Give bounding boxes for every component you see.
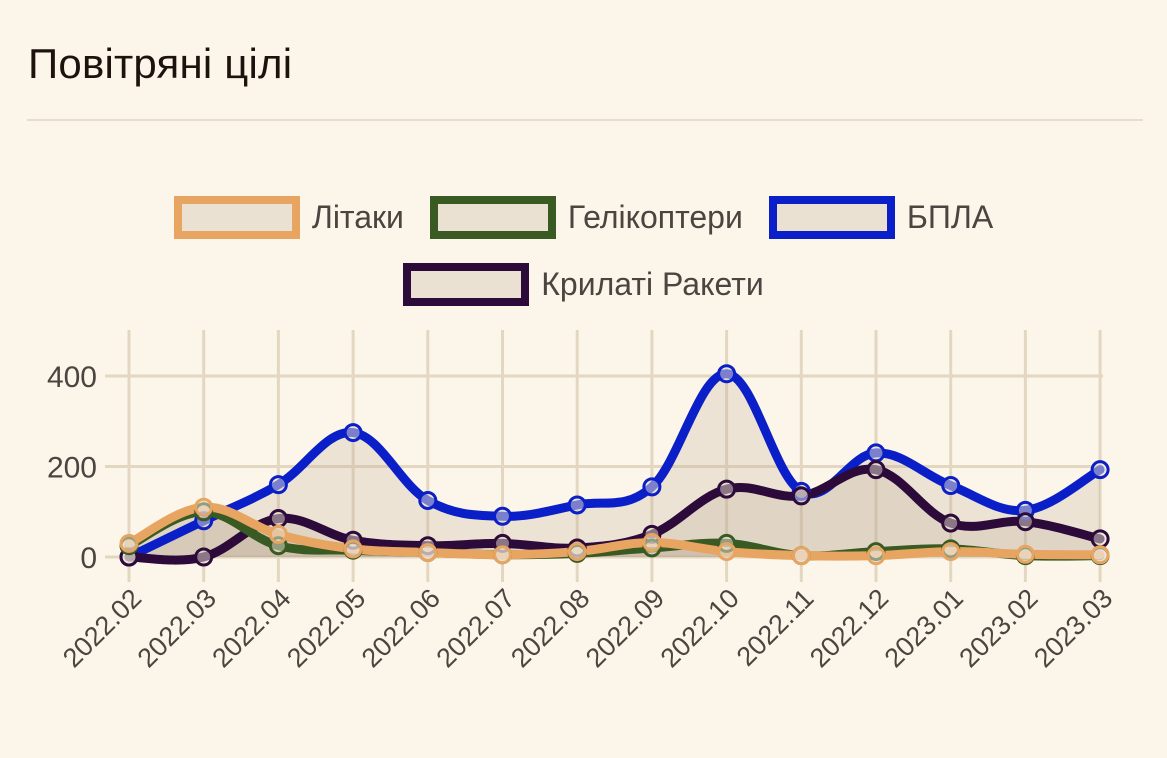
data-point-planes[interactable]: [941, 542, 961, 562]
title-divider: [27, 119, 1143, 121]
x-tick-label: 2022.08: [505, 583, 595, 673]
line-drones: [124, 369, 1105, 562]
x-tick-label: 2023.01: [879, 583, 969, 673]
y-tick-label: 200: [47, 452, 97, 485]
x-tick-label: 2022.04: [206, 583, 296, 673]
data-point-drones[interactable]: [642, 477, 662, 497]
x-axis: 2022.022022.032022.042022.052022.062022.…: [57, 583, 1118, 673]
legend-item-helicopters[interactable]: Гелікоптери: [429, 195, 743, 239]
data-point-drones[interactable]: [941, 476, 961, 496]
data-point-cruise-missiles[interactable]: [268, 509, 288, 529]
legend-item-cruise-missiles[interactable]: Крилаті Ракети: [403, 262, 764, 306]
y-axis: 0 200 400: [47, 361, 97, 575]
data-point-drones[interactable]: [493, 506, 512, 526]
legend-item-drones[interactable]: БПЛА: [768, 195, 994, 239]
x-tick-label: 2022.07: [431, 583, 521, 673]
x-tick-label: 2022.09: [580, 583, 670, 673]
data-point-drones[interactable]: [418, 490, 438, 510]
legend-label-drones: БПЛА: [906, 198, 994, 235]
data-point-planes[interactable]: [642, 533, 662, 553]
x-tick-label: 2022.02: [57, 583, 147, 673]
legend-label-cruise-missiles: Крилаті Ракети: [541, 265, 764, 302]
data-point-cruise-missiles[interactable]: [194, 547, 214, 567]
chart-legend: Літаки Гелікоптери БПЛА Крилаті Ракети: [0, 190, 1167, 324]
data-point-planes[interactable]: [717, 542, 737, 562]
x-tick-label: 2023.03: [1028, 583, 1118, 673]
data-point-drones[interactable]: [567, 495, 587, 515]
data-point-cruise-missiles[interactable]: [1090, 529, 1110, 549]
chart-points: [119, 364, 1110, 567]
legend-label-helicopters: Гелікоптери: [567, 198, 743, 235]
data-point-planes[interactable]: [866, 546, 886, 566]
data-point-drones[interactable]: [866, 443, 886, 463]
data-point-drones[interactable]: [717, 364, 737, 384]
data-point-drones[interactable]: [1090, 460, 1110, 480]
data-point-cruise-missiles[interactable]: [941, 513, 961, 533]
legend-swatch-drones: [768, 195, 895, 239]
data-point-planes[interactable]: [567, 542, 587, 562]
x-tick-label: 2022.11: [731, 583, 820, 672]
x-tick-label: 2022.05: [281, 583, 371, 673]
x-tick-label: 2022.06: [356, 583, 446, 673]
y-tick-label: 0: [80, 542, 97, 575]
data-point-planes[interactable]: [1015, 544, 1035, 564]
data-point-planes[interactable]: [194, 497, 214, 517]
legend-swatch-cruise-missiles: [403, 262, 530, 306]
data-point-drones[interactable]: [268, 475, 288, 495]
data-point-drones[interactable]: [343, 423, 363, 443]
legend-swatch-planes: [173, 195, 300, 239]
y-tick-label: 400: [47, 361, 97, 394]
data-point-planes[interactable]: [1090, 545, 1110, 565]
data-point-cruise-missiles[interactable]: [866, 460, 886, 480]
area-helicopters: [129, 511, 1101, 557]
legend-label-planes: Літаки: [311, 198, 404, 235]
page-title: Повітряні цілі: [28, 40, 293, 87]
x-tick-label: 2022.12: [804, 583, 894, 673]
data-point-cruise-missiles[interactable]: [1015, 512, 1035, 532]
x-tick-label: 2022.10: [655, 583, 745, 673]
data-point-planes[interactable]: [418, 542, 438, 562]
data-point-cruise-missiles[interactable]: [717, 479, 737, 499]
x-tick-label: 2023.02: [953, 583, 1043, 673]
legend-item-planes[interactable]: Літаки: [173, 195, 404, 239]
data-point-cruise-missiles[interactable]: [791, 486, 811, 506]
data-point-planes[interactable]: [268, 524, 288, 544]
data-point-planes[interactable]: [493, 545, 512, 565]
data-point-planes[interactable]: [343, 539, 363, 559]
legend-swatch-helicopters: [429, 195, 556, 239]
data-point-planes[interactable]: [791, 546, 811, 566]
x-tick-label: 2022.03: [132, 583, 222, 673]
area-drones: [129, 373, 1101, 557]
data-point-planes[interactable]: [119, 533, 139, 553]
area-cruise-missiles: [129, 469, 1101, 561]
